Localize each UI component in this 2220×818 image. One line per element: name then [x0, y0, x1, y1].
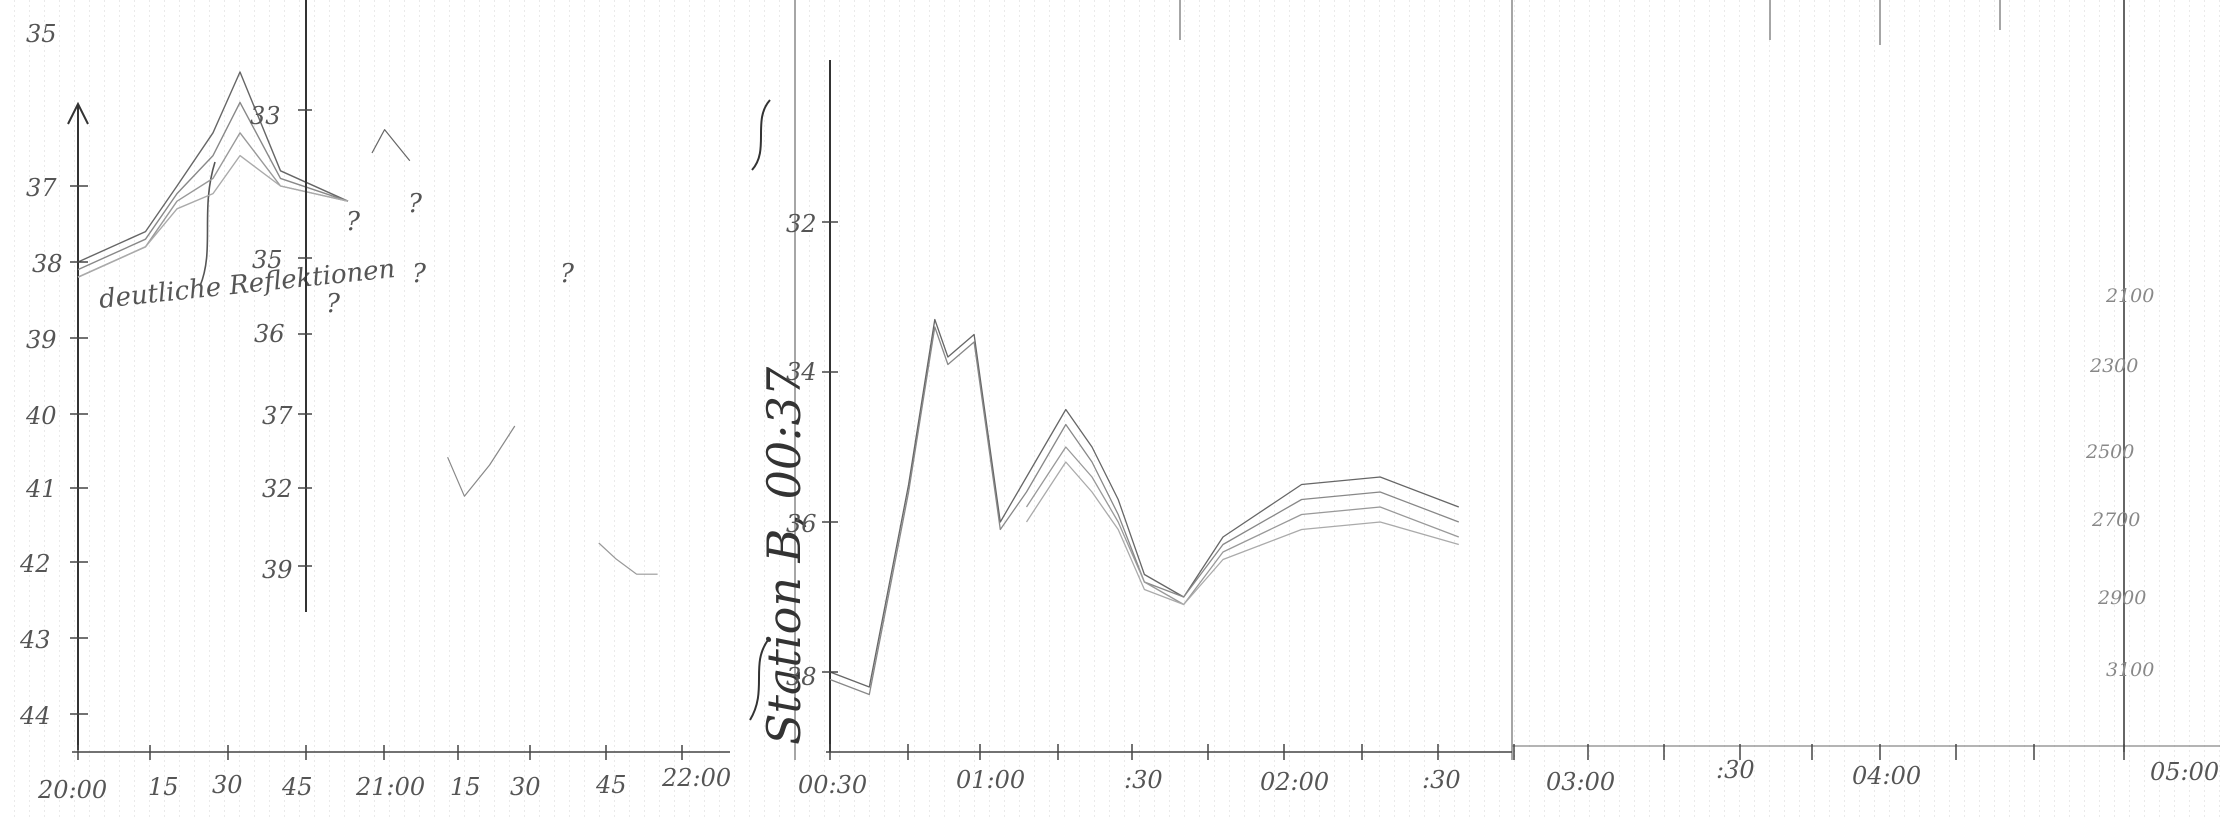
title-squiggle — [751, 99, 771, 171]
middle-y-tick-label: 35 — [252, 246, 283, 274]
series-line-0 — [77, 71, 349, 263]
station-x-tick-label: 04:00 — [1852, 762, 1921, 790]
question-mark: ? — [408, 189, 423, 219]
annotation-arrow — [199, 161, 216, 287]
right-y-tick-label: 2700 — [2091, 509, 2140, 531]
right-y-tick-label: 2300 — [2089, 355, 2138, 377]
left-y-tick-label: 43 — [19, 626, 51, 654]
station-x-tick-label: 05:00 — [2150, 758, 2219, 786]
left-y-tick-label: 39 — [26, 326, 57, 354]
right-y-tick-label: 2100 — [2105, 285, 2154, 307]
station-panel: Station B, 00:37 32 34 36 38 00:30 01:00… — [749, 0, 2220, 799]
middle-y-tick-label: 39 — [262, 556, 293, 584]
left-x-tick-label: 30 — [510, 773, 541, 801]
left-y-tick-label: 38 — [32, 250, 63, 278]
series-line-3 — [77, 154, 349, 278]
right-y-tick-label: 2900 — [2097, 587, 2146, 609]
left-x-tick-label: 22:00 — [661, 764, 731, 792]
station-x-tick-label: 01:00 — [956, 766, 1025, 794]
station-x-tick-label: :30 — [1422, 766, 1461, 794]
left-y-tick-label: 35 — [26, 20, 57, 48]
middle-y-tick-label: 36 — [254, 320, 285, 348]
series-line-2 — [1025, 446, 1460, 606]
series-line-2 — [598, 542, 658, 575]
series-line-1 — [829, 326, 1460, 696]
left-y-tick-label: 41 — [25, 475, 57, 503]
paper-lines — [794, 0, 2001, 760]
series-line-1 — [77, 101, 349, 271]
series-line-1 — [447, 425, 516, 497]
station-title: Station B, 00:37 — [757, 366, 811, 745]
series-line-0 — [829, 318, 1460, 688]
right-y-tick-label: 2500 — [2085, 441, 2134, 463]
left-y-tick-label: 37 — [26, 174, 57, 202]
middle-y-tick-label: 37 — [262, 402, 293, 430]
left-y-tick-label: 42 — [19, 550, 51, 578]
left-x-tick-label: 45 — [595, 771, 627, 799]
station-y-tick-label: 32 — [786, 210, 817, 238]
question-mark: ? — [346, 207, 361, 237]
question-mark: ? — [412, 259, 427, 289]
left-x-tick-label: 15 — [148, 773, 179, 801]
station-x-tick-label: 00:30 — [798, 771, 867, 799]
left-y-tick-label: 44 — [19, 702, 51, 730]
station-y-tick-label: 36 — [786, 510, 817, 538]
middle-y-tick-label: 33 — [250, 102, 281, 130]
station-y-tick-label: 34 — [786, 358, 817, 386]
middle-panel: 33 35 36 37 32 39 ? ? ? ? ? — [250, 0, 658, 612]
left-x-tick-label: 20:00 — [37, 776, 107, 804]
question-mark: ? — [560, 259, 575, 289]
series-line-0 — [371, 129, 411, 162]
left-x-tick-label: 45 — [281, 773, 313, 801]
question-mark: ? — [326, 289, 341, 319]
station-x-tick-label: :30 — [1124, 766, 1163, 794]
middle-y-tick-label: 32 — [262, 475, 293, 503]
station-x-tick-label: 03:00 — [1546, 768, 1615, 796]
station-x-tick-label: :30 — [1716, 756, 1755, 784]
station-x-tick-label: 02:00 — [1260, 768, 1329, 796]
title-squiggle — [749, 639, 769, 721]
left-y-tick-label: 40 — [25, 402, 57, 430]
left-x-tick-label: 15 — [450, 773, 481, 801]
left-x-tick-label: 30 — [212, 771, 243, 799]
station-y-tick-label: 38 — [786, 663, 817, 691]
left-y-axis-arrow — [67, 101, 89, 125]
series-line-3 — [1025, 461, 1459, 606]
left-x-tick-label: 21:00 — [355, 773, 425, 801]
right-y-tick-label: 3100 — [2106, 659, 2154, 681]
